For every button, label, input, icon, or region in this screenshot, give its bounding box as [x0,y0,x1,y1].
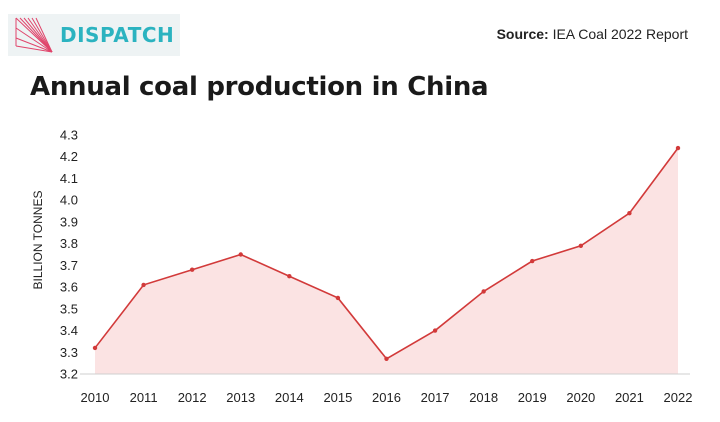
y-tick-label: 3.2 [60,367,78,382]
x-tick-label: 2020 [566,390,595,405]
y-tick-label: 3.5 [60,301,78,316]
data-point-2017 [432,328,438,333]
data-point-2016 [384,356,389,361]
data-point-2011 [141,282,146,288]
y-tick-label: 4.0 [60,193,78,208]
dispatch-fan-icon [15,17,53,53]
x-tick-label: 2015 [323,390,352,405]
y-axis-label: BILLION TONNES [31,191,45,290]
x-tick-label: 2019 [518,390,547,405]
y-tick-label: 3.9 [60,214,78,229]
x-tick-label: 2018 [469,390,498,405]
data-point-2010 [92,345,98,351]
y-tick-label: 4.1 [60,171,78,186]
data-point-2019 [530,258,535,264]
y-tick-label: 3.7 [60,258,78,273]
x-tick-label: 2014 [275,390,304,405]
data-point-2018 [481,289,486,294]
y-tick-label: 4.2 [60,149,78,164]
y-tick-label: 3.3 [60,345,78,360]
x-tick-label: 2012 [178,390,207,405]
x-tick-label: 2011 [130,390,158,405]
y-tick-label: 3.8 [60,236,78,251]
source-label: Source: [496,26,549,42]
y-tick-label: 3.6 [60,280,78,295]
x-tick-label: 2010 [81,390,110,405]
area-fill [95,148,678,374]
x-tick-label: 2022 [664,390,693,405]
y-tick-label: 4.3 [60,128,78,143]
data-point-2012 [189,267,195,272]
brand-name: DISPATCH [60,23,175,47]
y-tick-label: 3.4 [60,323,78,338]
data-point-2013 [238,252,243,257]
x-tick-label: 2021 [615,390,644,405]
source-text: IEA Coal 2022 Report [552,26,688,42]
data-point-2020 [578,243,584,249]
brand-logo: DISPATCH [8,14,180,56]
source-note: Source: IEA Coal 2022 Report [497,26,688,42]
data-point-2022 [675,145,681,151]
x-tick-label: 2017 [421,390,450,405]
chart-title: Annual coal production in China [30,72,489,102]
x-tick-label: 2016 [372,390,401,405]
data-point-2021 [627,211,632,216]
x-tick-label: 2013 [226,390,255,405]
data-point-2015 [335,295,341,301]
data-point-2014 [287,274,292,279]
